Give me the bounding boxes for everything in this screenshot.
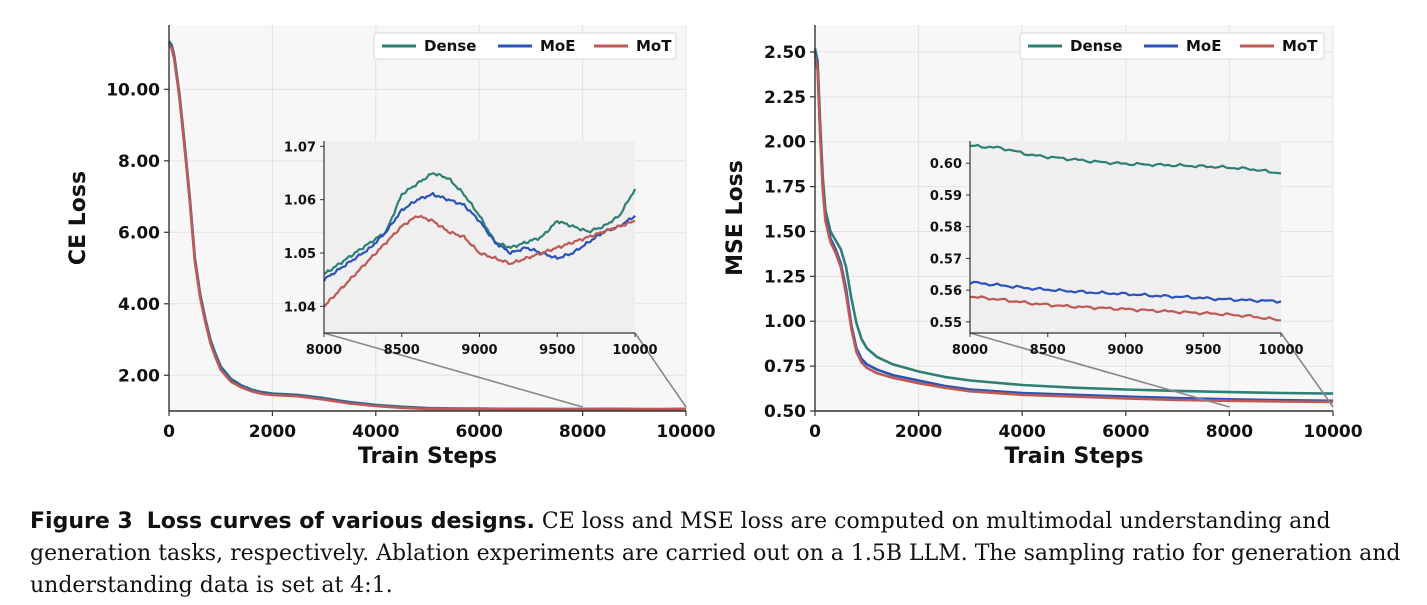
mse-legend-label-dense: Dense: [1070, 37, 1122, 55]
mse-y-tick-label: 2.00: [764, 133, 806, 153]
mse-x-axis-label: Train Steps: [1004, 444, 1143, 469]
mse-inset-x-tick-label: 10000: [1258, 343, 1303, 358]
ce-inset-x-tick-label: 8000: [306, 343, 342, 358]
mse-inset-x-tick-label: 9000: [1107, 343, 1143, 358]
mse-x-tick-label: 8000: [1206, 422, 1253, 442]
ce-inset: 8000 8500 9000 9500 10000 1.04 1.05 1.06 1.07: [284, 140, 658, 358]
ce-x-tick-label: 0: [163, 422, 175, 442]
ce-inset-y-tick-label: 1.07: [284, 140, 316, 155]
ce-legend-label-dense: Dense: [424, 37, 476, 55]
mse-loss-chart: 0 2000 4000 6000 8000 10000 0.50 0.75 1.00 1.25 1.…: [723, 25, 1363, 469]
mse-inset-y-tick-label: 0.55: [930, 316, 962, 331]
mse-y-tick-label: 0.75: [764, 357, 806, 377]
ce-legend-label-moe: MoE: [540, 37, 575, 55]
mse-y-tick-label: 2.50: [764, 43, 806, 63]
ce-inset-y-tick-label: 1.05: [284, 247, 316, 262]
mse-inset: 8000 8500 9000 9500 10000 0.55 0.56 0.57 0.58 0.5…: [930, 141, 1304, 358]
ce-zoom-connector-left: [323, 332, 583, 408]
mse-inset-series-dense: [969, 143, 1282, 175]
mse-inset-series-mot: [970, 295, 1281, 322]
mse-x-tick-label: 4000: [999, 422, 1046, 442]
mse-legend-label-mot: MoT: [1282, 37, 1318, 55]
mse-y-tick-label: 1.00: [764, 312, 806, 332]
mse-inset-y-tick-label: 0.58: [930, 221, 962, 236]
ce-loss-chart: 0 2000 4000 6000 8000 10000 2.00 4.00 6.00 8.00 10…: [66, 25, 716, 469]
mse-y-tick-label: 1.25: [764, 267, 806, 287]
figure-canvas: 0 2000 4000 6000 8000 10000 2.00 4.00 6.00 8.00 10…: [66, 25, 1363, 469]
mse-inset-y-tick-label: 0.57: [930, 252, 962, 267]
mse-inset-x-tick-label: 9500: [1185, 343, 1221, 358]
ce-x-tick-label: 2000: [249, 422, 296, 442]
mse-series-mot: [813, 55, 1334, 404]
mse-y-tick-label: 2.25: [764, 88, 806, 108]
ce-inset-y-tick-label: 1.04: [284, 300, 316, 315]
ce-y-tick-label: 4.00: [118, 295, 160, 315]
caption-title: Loss curves of various designs.: [146, 509, 535, 534]
mse-inset-y-tick-label: 0.59: [930, 189, 962, 204]
ce-inset-x-tick-label: 9000: [461, 343, 497, 358]
mse-inset-x-tick-label: 8500: [1030, 343, 1066, 358]
ce-y-tick-label: 2.00: [118, 366, 160, 386]
ce-x-axis-label: Train Steps: [358, 444, 497, 469]
ce-x-tick-label: 10000: [656, 422, 715, 442]
ce-x-tick-label: 4000: [352, 422, 399, 442]
mse-inset-y-tick-label: 0.60: [930, 157, 962, 172]
ce-y-tick-label: 10.00: [106, 80, 160, 100]
ce-x-tick-label: 6000: [456, 422, 503, 442]
caption-label: Figure 3: [30, 509, 133, 534]
mse-legend-label-moe: MoE: [1186, 37, 1221, 55]
mse-x-tick-label: 0: [809, 422, 821, 442]
caption-text: CE loss and MSE loss are computed on mul…: [30, 509, 1401, 598]
mse-inset-area: [970, 141, 1281, 333]
mse-inset-series-moe: [969, 280, 1282, 304]
ce-inset-x-tick-label: 8500: [384, 343, 420, 358]
mse-y-tick-label: 1.50: [764, 222, 806, 242]
mse-legend: Dense MoE MoT: [1019, 32, 1325, 60]
ce-zoom-connector-right: [634, 332, 687, 408]
mse-x-tick-label: 2000: [895, 422, 942, 442]
ce-legend: Dense MoE MoT: [373, 32, 677, 60]
ce-y-tick-label: 8.00: [118, 152, 160, 172]
mse-x-tick-label: 6000: [1102, 422, 1149, 442]
mse-y-tick-label: 1.75: [764, 178, 806, 198]
ce-inset-series-mot: [323, 214, 636, 308]
mse-zoom-connector-left: [969, 332, 1230, 408]
ce-legend-label-mot: MoT: [636, 37, 672, 55]
figure-caption: Figure 3 Loss curves of various designs.…: [30, 506, 1415, 602]
mse-y-tick-label: 0.50: [764, 402, 806, 422]
ce-x-tick-label: 8000: [559, 422, 606, 442]
mse-y-axis-label: MSE Loss: [723, 160, 748, 276]
ce-inset-series-moe: [323, 191, 636, 282]
ce-inset-series-dense: [323, 172, 637, 276]
ce-inset-x-tick-label: 9500: [539, 343, 575, 358]
ce-y-tick-label: 6.00: [118, 223, 160, 243]
mse-inset-x-tick-label: 8000: [952, 343, 988, 358]
mse-zoom-connector-right: [1280, 332, 1334, 408]
ce-inset-x-tick-label: 10000: [612, 343, 657, 358]
ce-series-mot: [167, 43, 687, 411]
mse-x-tick-label: 10000: [1303, 422, 1362, 442]
ce-inset-y-tick-label: 1.06: [284, 194, 316, 209]
ce-y-axis-label: CE Loss: [66, 171, 91, 265]
mse-inset-y-tick-label: 0.56: [930, 284, 962, 299]
